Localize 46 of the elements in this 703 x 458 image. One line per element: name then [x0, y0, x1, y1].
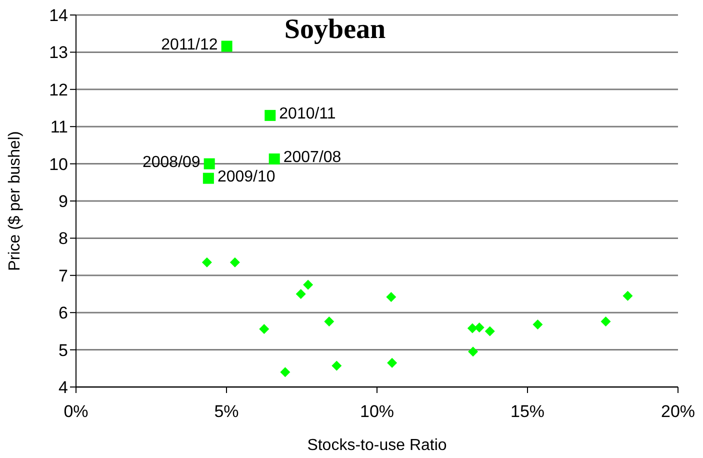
- annotation: 2007/08: [283, 149, 342, 166]
- y-tick-label: 9: [58, 192, 68, 212]
- y-tick-label: 6: [58, 304, 68, 323]
- point: [532, 320, 543, 330]
- x-tick-label: 0%: [64, 402, 88, 422]
- x-axis-title: Stocks-to-use Ratio: [307, 437, 447, 454]
- x-tick-label: 15%: [510, 402, 545, 422]
- annotation: 2010/11: [279, 106, 336, 123]
- point: [600, 316, 611, 327]
- point: [296, 289, 306, 299]
- y-tick-label: 14: [49, 6, 68, 26]
- point: [468, 346, 478, 357]
- annotation: 2009/10: [217, 168, 276, 186]
- point: [280, 367, 290, 378]
- y-tick-label: 7: [58, 266, 68, 286]
- x-tick-label: 10%: [360, 402, 394, 422]
- point: [268, 153, 280, 164]
- y-tick-label: 10: [49, 154, 68, 174]
- chart-title: Soybean: [283, 14, 387, 46]
- point: [467, 323, 478, 334]
- annotation: 2008/09: [142, 154, 200, 172]
- point: [324, 316, 334, 327]
- y-tick-label: 8: [58, 229, 68, 248]
- point: [474, 322, 484, 332]
- point: [332, 360, 342, 371]
- point: [387, 358, 398, 368]
- annotation: 2011/12: [161, 36, 218, 54]
- point: [303, 280, 314, 290]
- y-tick-label: 4: [58, 378, 68, 398]
- y-axis-title: Price ($ per bushel): [6, 131, 24, 271]
- point: [204, 158, 215, 170]
- y-tick-label: 12: [49, 80, 68, 100]
- point: [484, 326, 495, 336]
- point: [202, 172, 214, 184]
- y-tick-label: 5: [58, 340, 68, 360]
- y-tick-label: 11: [50, 118, 68, 137]
- point: [264, 110, 276, 121]
- point: [202, 257, 212, 268]
- point: [221, 40, 232, 52]
- point: [622, 290, 633, 301]
- point: [386, 292, 396, 302]
- point: [259, 324, 270, 334]
- x-tick-label: 20%: [660, 402, 696, 422]
- point: [230, 257, 240, 268]
- y-tick-label: 13: [49, 43, 68, 62]
- x-tick-label: 5%: [214, 402, 239, 422]
